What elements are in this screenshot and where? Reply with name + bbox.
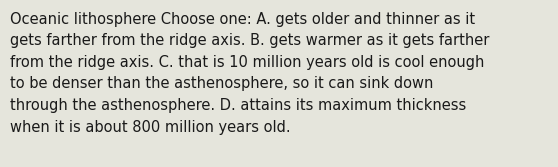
Text: Oceanic lithosphere Choose one: A. gets older and thinner as it
gets farther fro: Oceanic lithosphere Choose one: A. gets … (10, 12, 489, 135)
